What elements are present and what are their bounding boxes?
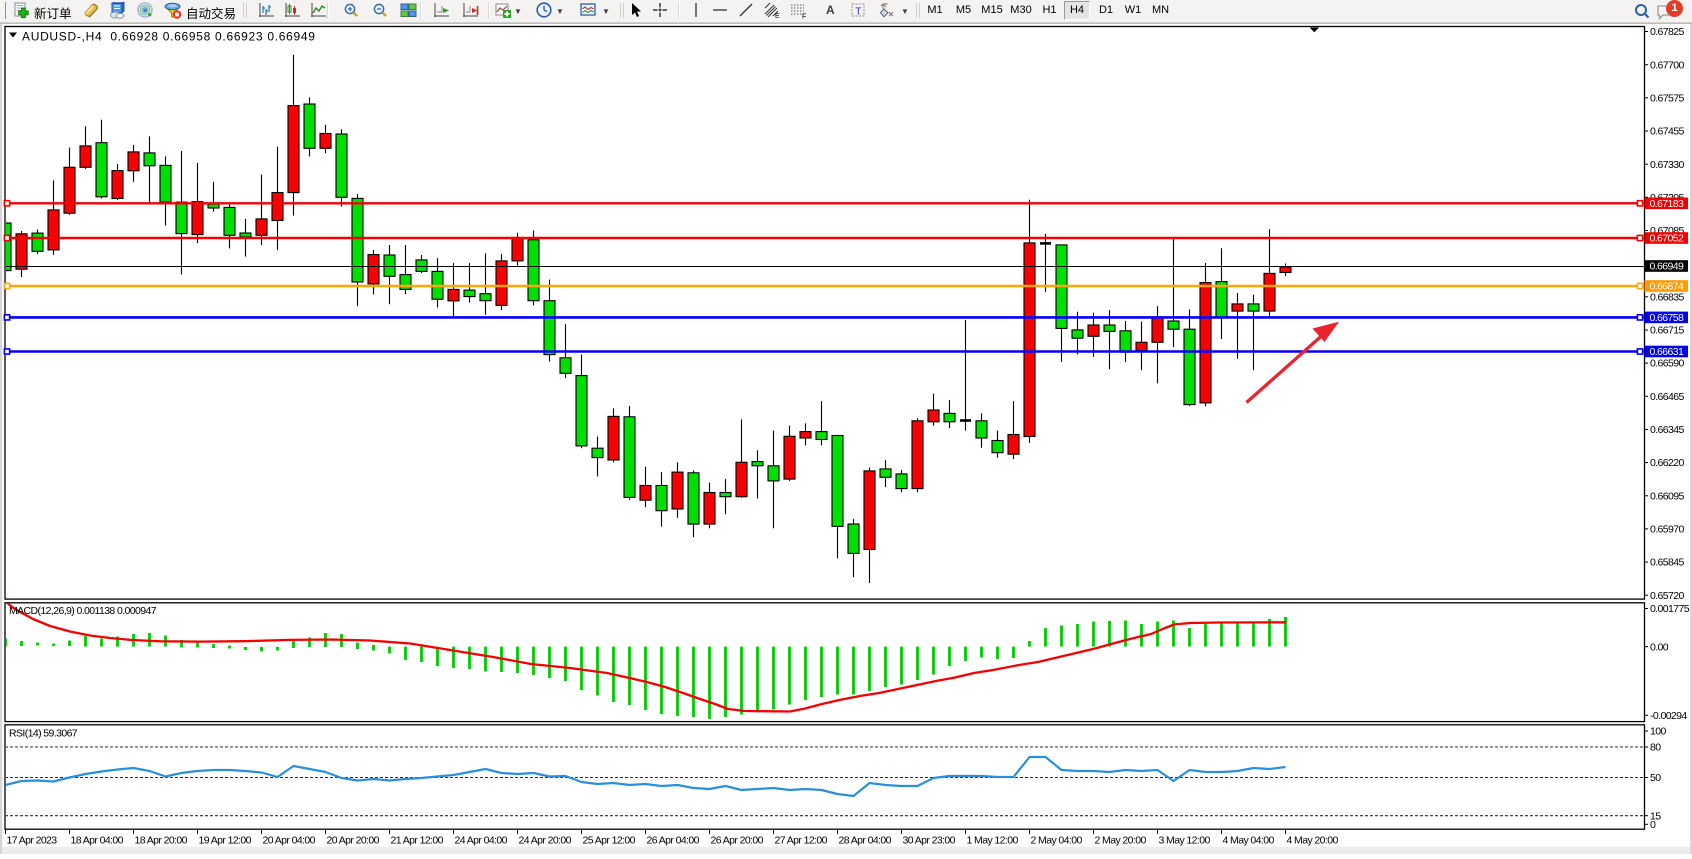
svg-text:0.66715: 0.66715 (1650, 325, 1685, 337)
svg-text:20 Apr 20:00: 20 Apr 20:00 (327, 835, 380, 847)
svg-text:2 May 20:00: 2 May 20:00 (1095, 835, 1147, 847)
svg-text:0.66465: 0.66465 (1650, 391, 1685, 403)
svg-text:27 Apr 12:00: 27 Apr 12:00 (775, 835, 828, 847)
svg-text:100: 100 (1650, 726, 1666, 738)
svg-text:MACD(12,26,9) 0.001138 0.00094: MACD(12,26,9) 0.001138 0.000947 (9, 605, 157, 617)
svg-text:0.66220: 0.66220 (1650, 457, 1685, 469)
svg-text:AUDUSD-,H4 0.66928 0.66958 0.: AUDUSD-,H4 0.66928 0.66958 0.66923 0.669… (22, 30, 316, 44)
svg-text:3 May 12:00: 3 May 12:00 (1159, 835, 1211, 847)
svg-text:E: E (775, 13, 780, 20)
svg-text:0.67575: 0.67575 (1650, 92, 1685, 104)
svg-text:24 Apr 04:00: 24 Apr 04:00 (455, 835, 508, 847)
svg-text:0.00: 0.00 (1650, 641, 1669, 653)
svg-text:4 May 20:00: 4 May 20:00 (1287, 835, 1339, 847)
svg-text:0.67330: 0.67330 (1650, 159, 1685, 171)
svg-text:30 Apr 23:00: 30 Apr 23:00 (903, 835, 956, 847)
svg-text:T: T (855, 7, 861, 18)
svg-text:-0.00294: -0.00294 (1650, 710, 1687, 722)
svg-text:17 Apr 2023: 17 Apr 2023 (7, 835, 58, 847)
svg-text:28 Apr 04:00: 28 Apr 04:00 (839, 835, 892, 847)
svg-text:0.65720: 0.65720 (1650, 590, 1685, 602)
svg-text:0.67455: 0.67455 (1650, 126, 1685, 138)
svg-text:26 Apr 04:00: 26 Apr 04:00 (647, 835, 700, 847)
svg-text:0.66631: 0.66631 (1650, 346, 1685, 358)
svg-text:0.67183: 0.67183 (1650, 198, 1685, 210)
svg-text:1 May 12:00: 1 May 12:00 (967, 835, 1019, 847)
svg-text:0.66095: 0.66095 (1650, 490, 1685, 502)
svg-text:80: 80 (1650, 742, 1661, 754)
svg-text:21 Apr 12:00: 21 Apr 12:00 (391, 835, 444, 847)
svg-text:18 Apr 20:00: 18 Apr 20:00 (135, 835, 188, 847)
svg-text:25 Apr 12:00: 25 Apr 12:00 (583, 835, 636, 847)
svg-text:0.65845: 0.65845 (1650, 557, 1685, 569)
svg-text:2 May 04:00: 2 May 04:00 (1031, 835, 1083, 847)
svg-text:0.66345: 0.66345 (1650, 424, 1685, 436)
svg-text:4 May 04:00: 4 May 04:00 (1223, 835, 1275, 847)
svg-text:15: 15 (1650, 810, 1661, 822)
svg-text:26 Apr 20:00: 26 Apr 20:00 (711, 835, 764, 847)
svg-text:RSI(14) 59.3067: RSI(14) 59.3067 (9, 728, 78, 740)
svg-text:18 Apr 04:00: 18 Apr 04:00 (71, 835, 124, 847)
svg-text:F: F (802, 14, 806, 21)
svg-text:0: 0 (1650, 819, 1656, 831)
svg-text:0.67825: 0.67825 (1650, 26, 1685, 38)
svg-text:0.66758: 0.66758 (1650, 312, 1685, 324)
svg-text:19 Apr 12:00: 19 Apr 12:00 (199, 835, 252, 847)
svg-text:0.66874: 0.66874 (1650, 281, 1685, 293)
svg-text:0.66949: 0.66949 (1650, 261, 1685, 273)
svg-text:0.67700: 0.67700 (1650, 59, 1685, 71)
svg-text:24 Apr 20:00: 24 Apr 20:00 (519, 835, 572, 847)
svg-text:50: 50 (1650, 772, 1661, 784)
svg-text:0.67052: 0.67052 (1650, 233, 1685, 245)
svg-text:0.66590: 0.66590 (1650, 358, 1685, 370)
svg-text:20 Apr 04:00: 20 Apr 04:00 (263, 835, 316, 847)
svg-text:0.65970: 0.65970 (1650, 524, 1685, 536)
svg-text:0.66835: 0.66835 (1650, 291, 1685, 303)
svg-text:0.001775: 0.001775 (1650, 603, 1690, 615)
